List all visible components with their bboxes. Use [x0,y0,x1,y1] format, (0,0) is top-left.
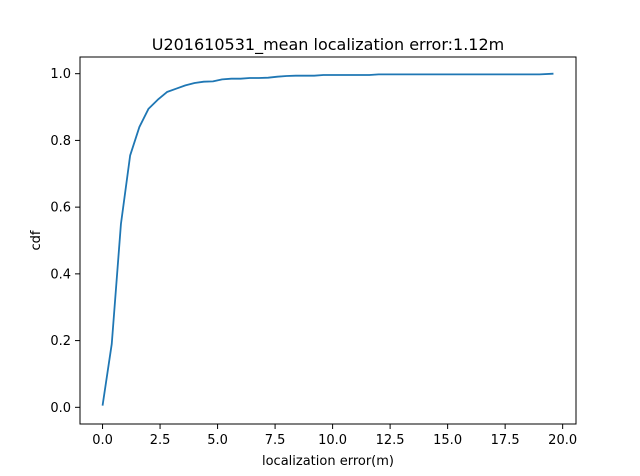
x-tick-label: 20.0 [548,433,577,448]
y-tick-label: 0.2 [50,334,71,349]
y-tick-label: 0.0 [50,401,71,416]
x-tick-label: 17.5 [491,433,520,448]
plot-area [80,57,576,424]
chart-title: U201610531_mean localization error:1.12m [152,35,505,55]
x-tick-label: 10.0 [318,433,347,448]
x-tick-label: 2.5 [150,433,171,448]
y-axis-label: cdf [29,230,44,250]
y-tick-label: 0.4 [50,267,71,282]
x-tick-label: 5.0 [207,433,228,448]
y-tick-label: 0.6 [50,201,71,216]
x-tick-label: 12.5 [376,433,405,448]
y-tick-label: 1.0 [50,67,71,82]
x-tick-label: 0.0 [92,433,113,448]
y-tick-label: 0.8 [50,134,71,149]
x-tick-label: 15.0 [433,433,462,448]
x-tick-label: 7.5 [265,433,286,448]
plot-background [80,57,576,424]
x-axis-label: localization error(m) [262,454,394,469]
